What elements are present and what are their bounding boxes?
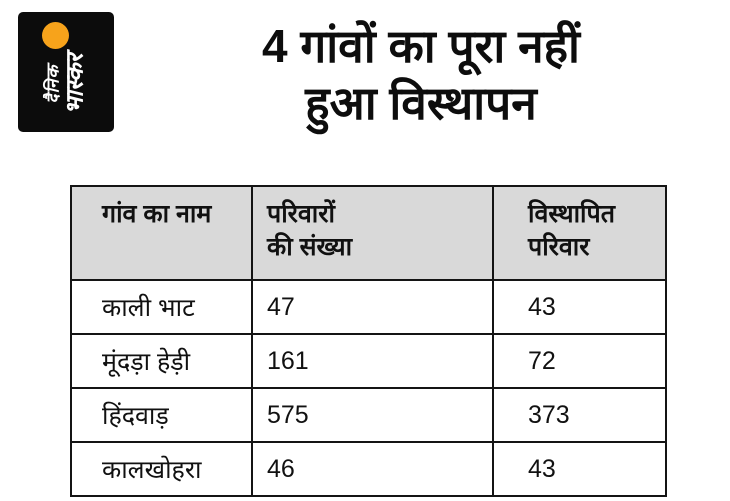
families-count-cell: 575 (251, 387, 494, 443)
displaced-families-cell: 373 (492, 387, 667, 443)
sun-icon (42, 22, 69, 49)
table-row: कालखोहरा 46 43 (70, 441, 667, 497)
displaced-families-cell: 43 (492, 279, 667, 335)
families-count-cell: 46 (251, 441, 494, 497)
title-line-2: हुआ विस्थापन (305, 77, 537, 130)
logo-text: दैनिक भास्कर (43, 53, 89, 115)
families-count-cell: 161 (251, 333, 494, 389)
logo-word-bhaskar: भास्कर (61, 53, 89, 115)
displaced-families-cell: 43 (492, 441, 667, 497)
header-displaced-families: विस्थापित परिवार (492, 185, 667, 281)
village-table: गांव का नाम परिवारों की संख्या विस्थापित… (70, 185, 667, 497)
page-title: 4 गांवों का पूरा नहीं हुआ विस्थापन (120, 18, 722, 132)
village-name-cell: मूंदड़ा हेड़ी (70, 333, 253, 389)
families-count-cell: 47 (251, 279, 494, 335)
village-name-cell: काली भाट (70, 279, 253, 335)
header-village-name: गांव का नाम (70, 185, 253, 281)
table-body: काली भाट 47 43 मूंदड़ा हेड़ी 161 72 हिंद… (70, 279, 667, 497)
table-row: काली भाट 47 43 (70, 279, 667, 335)
displaced-families-cell: 72 (492, 333, 667, 389)
village-name-cell: हिंदवाड़ (70, 387, 253, 443)
header-families-count: परिवारों की संख्या (251, 185, 494, 281)
title-line-1: 4 गांवों का पूरा नहीं (262, 20, 580, 72)
table-header-row: गांव का नाम परिवारों की संख्या विस्थापित… (70, 185, 667, 281)
table-row: मूंदड़ा हेड़ी 161 72 (70, 333, 667, 389)
village-name-cell: कालखोहरा (70, 441, 253, 497)
dainik-bhaskar-logo: दैनिक भास्कर (18, 12, 114, 132)
table-header: गांव का नाम परिवारों की संख्या विस्थापित… (70, 185, 667, 281)
logo-word-dainik: दैनिक (43, 64, 63, 104)
table-row: हिंदवाड़ 575 373 (70, 387, 667, 443)
